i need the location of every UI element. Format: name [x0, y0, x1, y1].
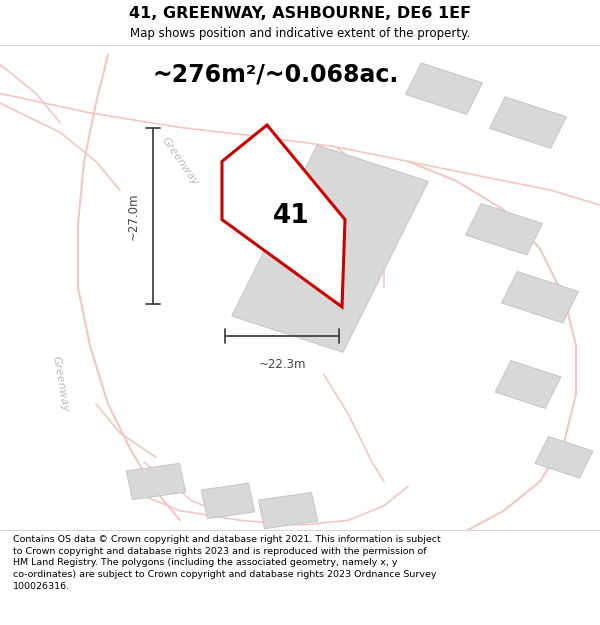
Text: 41: 41: [273, 203, 310, 229]
Text: Map shows position and indicative extent of the property.: Map shows position and indicative extent…: [130, 28, 470, 40]
Polygon shape: [232, 145, 428, 352]
Text: Contains OS data © Crown copyright and database right 2021. This information is : Contains OS data © Crown copyright and d…: [13, 535, 441, 591]
Polygon shape: [466, 204, 542, 255]
Text: Greenway: Greenway: [160, 136, 200, 188]
Polygon shape: [535, 436, 593, 478]
Text: 41, GREENWAY, ASHBOURNE, DE6 1EF: 41, GREENWAY, ASHBOURNE, DE6 1EF: [129, 6, 471, 21]
Polygon shape: [406, 63, 482, 114]
Text: ~276m²/~0.068ac.: ~276m²/~0.068ac.: [153, 62, 399, 86]
Polygon shape: [222, 125, 345, 307]
Polygon shape: [502, 271, 578, 323]
Polygon shape: [201, 483, 255, 519]
Text: ~22.3m: ~22.3m: [258, 358, 306, 371]
Text: ~27.0m: ~27.0m: [127, 192, 140, 240]
Polygon shape: [258, 492, 318, 529]
Text: Greenway: Greenway: [50, 356, 70, 413]
Polygon shape: [126, 463, 186, 499]
Polygon shape: [495, 361, 561, 408]
Polygon shape: [490, 97, 566, 148]
